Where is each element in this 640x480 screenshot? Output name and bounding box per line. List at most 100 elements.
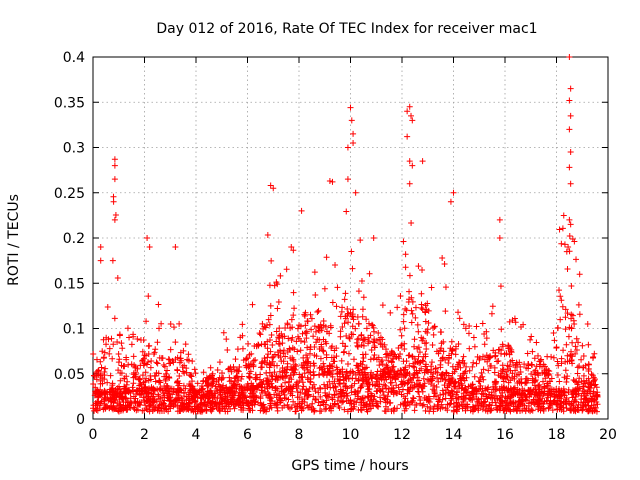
data-point bbox=[298, 400, 305, 407]
data-point bbox=[358, 399, 365, 406]
data-point bbox=[230, 363, 237, 370]
data-point bbox=[172, 244, 179, 251]
data-point bbox=[342, 343, 349, 350]
data-point bbox=[170, 403, 177, 410]
data-point bbox=[349, 313, 356, 320]
data-point bbox=[170, 324, 177, 331]
data-point bbox=[284, 320, 291, 327]
data-point bbox=[139, 357, 146, 364]
data-point bbox=[431, 403, 438, 410]
data-point bbox=[331, 401, 338, 408]
data-point bbox=[389, 364, 396, 371]
data-point bbox=[342, 315, 349, 322]
chart-title: Day 012 of 2016, Rate Of TEC Index for r… bbox=[156, 21, 537, 37]
data-point bbox=[348, 248, 355, 255]
data-point bbox=[311, 385, 318, 392]
data-point bbox=[138, 385, 145, 392]
data-point bbox=[442, 377, 449, 384]
data-point bbox=[556, 378, 563, 385]
data-point bbox=[570, 407, 577, 414]
data-point bbox=[291, 346, 298, 353]
data-point bbox=[157, 385, 164, 392]
data-point bbox=[416, 360, 423, 367]
data-point bbox=[271, 282, 278, 289]
data-point bbox=[305, 391, 312, 398]
data-point bbox=[367, 356, 374, 363]
data-point bbox=[313, 395, 320, 402]
data-point bbox=[121, 385, 128, 392]
data-point bbox=[366, 405, 373, 412]
data-point bbox=[110, 198, 117, 205]
data-point bbox=[410, 374, 417, 381]
data-point bbox=[118, 340, 125, 347]
data-point bbox=[328, 354, 335, 361]
y-tick-label: 0 bbox=[76, 412, 85, 428]
data-point bbox=[456, 315, 463, 322]
data-point bbox=[576, 311, 583, 318]
axis-ticks: 0 2 4 6 8 10 12 14 16 18 20 0 0.05 0.1 0.15 0.2 0.25 0.3 0… bbox=[54, 50, 617, 443]
data-point bbox=[307, 375, 314, 382]
data-point bbox=[245, 399, 252, 406]
data-point bbox=[163, 382, 170, 389]
data-point bbox=[489, 303, 496, 310]
data-point bbox=[230, 385, 237, 392]
data-point bbox=[585, 406, 592, 413]
data-point bbox=[423, 339, 430, 346]
data-point bbox=[399, 380, 406, 387]
data-point bbox=[557, 293, 564, 300]
data-point bbox=[126, 388, 133, 395]
data-point bbox=[276, 325, 283, 332]
data-point bbox=[427, 404, 434, 411]
data-point bbox=[302, 322, 309, 329]
data-point bbox=[564, 310, 571, 317]
data-point bbox=[504, 393, 511, 400]
data-point bbox=[402, 403, 409, 410]
data-point bbox=[303, 352, 310, 359]
data-point bbox=[350, 356, 357, 363]
data-point bbox=[207, 364, 214, 371]
data-point bbox=[300, 383, 307, 390]
data-point bbox=[360, 375, 367, 382]
data-point bbox=[376, 387, 383, 394]
data-point bbox=[310, 405, 317, 412]
data-point bbox=[273, 338, 280, 345]
data-point bbox=[283, 266, 290, 273]
data-point bbox=[160, 362, 167, 369]
data-point bbox=[393, 382, 400, 389]
data-point bbox=[309, 400, 316, 407]
data-point bbox=[558, 297, 565, 304]
data-point bbox=[97, 358, 104, 365]
data-point bbox=[566, 216, 573, 223]
data-point bbox=[327, 404, 334, 411]
data-point bbox=[246, 374, 253, 381]
data-point bbox=[307, 378, 314, 385]
data-point bbox=[296, 394, 303, 401]
data-point bbox=[114, 339, 121, 346]
data-point bbox=[490, 383, 497, 390]
data-point bbox=[142, 378, 149, 385]
data-point bbox=[535, 396, 542, 403]
data-point bbox=[157, 395, 164, 402]
data-point bbox=[174, 377, 181, 384]
data-point bbox=[431, 382, 438, 389]
data-point bbox=[397, 326, 404, 333]
data-point bbox=[402, 251, 409, 258]
data-point bbox=[290, 289, 297, 296]
data-point bbox=[240, 357, 247, 364]
data-point bbox=[221, 397, 228, 404]
data-point bbox=[476, 355, 483, 362]
data-point bbox=[235, 368, 242, 375]
data-point bbox=[198, 406, 205, 413]
data-point bbox=[384, 350, 391, 357]
data-point bbox=[147, 401, 154, 408]
data-point bbox=[266, 405, 273, 412]
data-point bbox=[514, 391, 521, 398]
data-point bbox=[333, 387, 340, 394]
data-point bbox=[177, 355, 184, 362]
data-point bbox=[358, 277, 365, 284]
data-point bbox=[382, 371, 389, 378]
data-point bbox=[560, 347, 567, 354]
data-point bbox=[245, 405, 252, 412]
data-point bbox=[556, 226, 563, 233]
data-point bbox=[135, 376, 142, 383]
